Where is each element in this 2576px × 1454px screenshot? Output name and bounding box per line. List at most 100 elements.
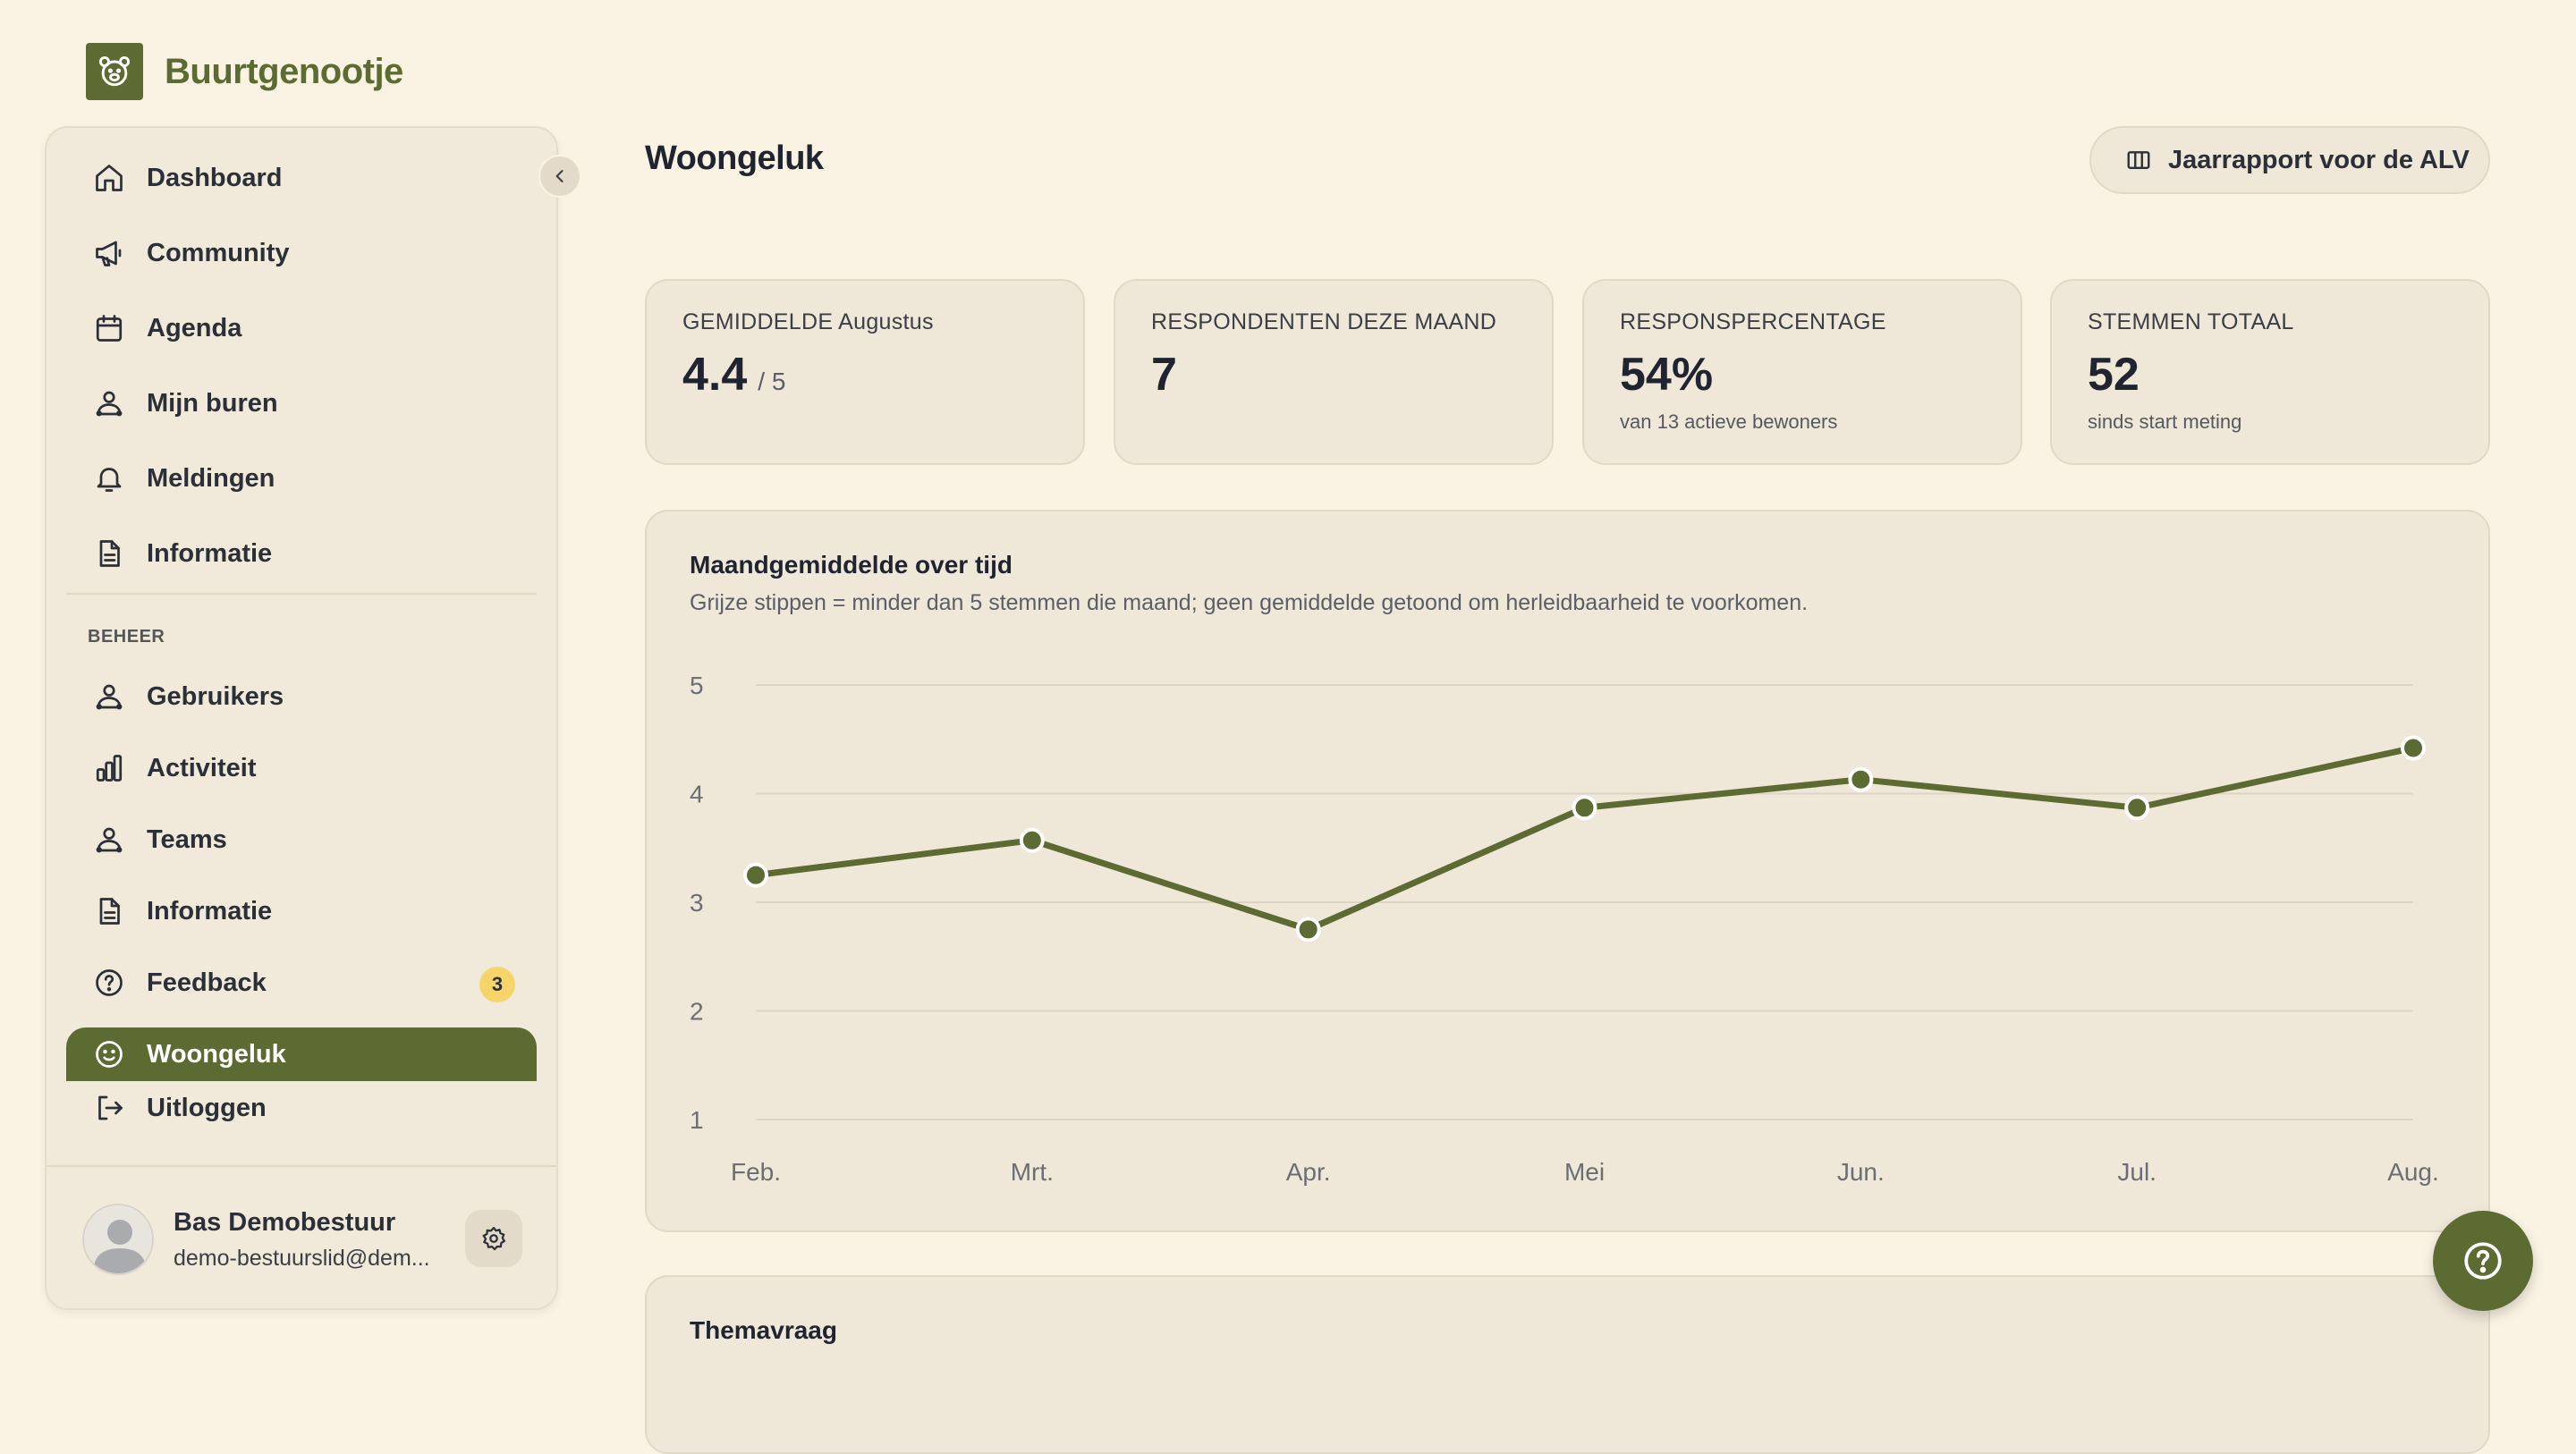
- sidebar-item-label: Activiteit: [147, 753, 257, 782]
- x-tick-label: Mrt.: [1011, 1158, 1054, 1186]
- chart-title: Maandgemiddelde over tijd: [690, 551, 1013, 579]
- sidebar-item-label: Mijn buren: [147, 388, 278, 418]
- logout-icon: [91, 1090, 127, 1126]
- sidebar-item-woongeluk[interactable]: Woongeluk: [66, 1027, 537, 1081]
- y-tick-label: 4: [690, 781, 704, 808]
- sidebar-item-label: Feedback: [147, 968, 267, 997]
- data-point[interactable]: [1848, 766, 1874, 792]
- chart-subtitle: Grijze stippen = minder dan 5 stemmen di…: [690, 590, 1809, 615]
- stat-card-average: GEMIDDELDE Augustus 4.4 / 5: [645, 279, 1085, 465]
- data-point[interactable]: [1295, 917, 1321, 943]
- settings-button[interactable]: [465, 1210, 522, 1267]
- annual-report-label: Jaarrapport voor de ALV: [2168, 145, 2470, 174]
- x-tick-label: Jun.: [1837, 1158, 1885, 1186]
- stat-card-total-votes: STEMMEN TOTAAL 52 sinds start meting: [2050, 279, 2490, 465]
- document-icon: [91, 893, 127, 929]
- x-tick-label: Aug.: [2387, 1158, 2439, 1186]
- y-tick-label: 5: [690, 672, 704, 699]
- columns-icon: [2127, 151, 2150, 169]
- sidebar-item-label: Informatie: [147, 538, 273, 568]
- data-point[interactable]: [1019, 827, 1045, 853]
- y-tick-label: 1: [690, 1106, 704, 1134]
- x-tick-label: Feb.: [731, 1158, 781, 1186]
- sidebar-item-meldingen[interactable]: Meldingen: [66, 452, 537, 505]
- logout-button[interactable]: Uitloggen: [66, 1081, 537, 1135]
- bell-icon: [91, 461, 127, 496]
- data-point[interactable]: [2401, 735, 2426, 761]
- stat-value: 52: [2088, 349, 2140, 401]
- sidebar-item-agenda[interactable]: Agenda: [66, 301, 537, 355]
- sidebar-item-feedback[interactable]: Feedback 3: [66, 956, 537, 1010]
- sidebar-divider: [66, 593, 537, 595]
- sidebar-item-label: Informatie: [147, 896, 273, 926]
- sidebar-item-informatie-beheer[interactable]: Informatie: [66, 884, 537, 938]
- sidebar-item-teams[interactable]: Teams: [66, 813, 537, 866]
- sidebar-item-activiteit[interactable]: Activiteit: [66, 741, 537, 795]
- document-icon: [91, 536, 127, 571]
- chart-card: Maandgemiddelde over tijd Grijze stippen…: [645, 510, 2490, 1232]
- brand[interactable]: Buurtgenootje: [86, 43, 403, 100]
- stat-subtext: sinds start meting: [2088, 410, 2242, 433]
- megaphone-icon: [91, 235, 127, 271]
- data-point[interactable]: [2124, 795, 2150, 821]
- people-icon: [91, 822, 127, 858]
- x-tick-label: Mei: [1564, 1158, 1605, 1186]
- collapse-sidebar-button[interactable]: [538, 155, 581, 198]
- avatar[interactable]: [82, 1204, 154, 1275]
- stat-value: 7: [1151, 349, 1177, 401]
- sidebar-item-mijn-buren[interactable]: Mijn buren: [66, 376, 537, 430]
- y-tick-label: 3: [690, 889, 704, 917]
- sidebar-item-label: Meldingen: [147, 463, 275, 493]
- people-icon: [91, 679, 127, 714]
- user-name: Bas Demobestuur: [174, 1208, 396, 1237]
- home-icon: [91, 160, 127, 196]
- y-tick-label: 2: [690, 998, 704, 1026]
- stat-subtext: van 13 actieve bewoners: [1620, 410, 1838, 433]
- stat-label: RESPONSPERCENTAGE: [1620, 309, 1886, 334]
- section-label-beheer: BEHEER: [88, 627, 165, 647]
- sidebar-item-community[interactable]: Community: [66, 226, 537, 280]
- calendar-icon: [91, 310, 127, 346]
- sidebar-item-label: Gebruikers: [147, 681, 284, 711]
- question-circle-icon: [91, 965, 127, 1001]
- help-button[interactable]: [2433, 1211, 2533, 1311]
- gear-icon: [482, 1227, 505, 1251]
- line-chart: 1 2 3 4 5 Feb. Mrt. Apr. Mei Jun. Jul. Aug.: [690, 672, 2439, 1186]
- question-circle-icon: [2464, 1242, 2502, 1280]
- x-tick-label: Apr.: [1286, 1158, 1331, 1186]
- sidebar-item-gebruikers[interactable]: Gebruikers: [66, 670, 537, 723]
- logout-label: Uitloggen: [147, 1093, 267, 1122]
- stat-card-response-rate: RESPONSPERCENTAGE 54% van 13 actieve bew…: [1582, 279, 2022, 465]
- people-icon: [91, 385, 127, 421]
- sidebar-item-label: Woongeluk: [147, 1039, 286, 1069]
- chevron-left-icon: [555, 170, 564, 182]
- sidebar-item-label: Agenda: [147, 313, 242, 342]
- stat-label: GEMIDDELDE Augustus: [682, 309, 934, 334]
- sidebar-item-label: Teams: [147, 824, 227, 854]
- x-tick-label: Jul.: [2117, 1158, 2157, 1186]
- stat-label: STEMMEN TOTAAL: [2088, 309, 2294, 334]
- smiley-icon: [91, 1036, 127, 1072]
- user-divider: [47, 1165, 556, 1167]
- sidebar-item-label: Dashboard: [147, 163, 283, 192]
- stat-suffix: / 5: [758, 368, 786, 395]
- stat-label: RESPONDENTEN DEZE MAAND: [1151, 309, 1497, 334]
- app-name: Buurtgenootje: [165, 51, 403, 91]
- user-email: demo-bestuurslid@dem...: [174, 1246, 430, 1271]
- data-point[interactable]: [743, 862, 768, 888]
- theme-question-card: Themavraag: [645, 1275, 2490, 1454]
- bear-icon: [86, 43, 143, 100]
- sidebar: Dashboard Community Agenda Mijn buren Me…: [45, 126, 581, 1310]
- data-point[interactable]: [1572, 795, 1597, 821]
- page-title: Woongeluk: [645, 139, 824, 177]
- annual-report-button[interactable]: Jaarrapport voor de ALV: [2089, 126, 2490, 194]
- sidebar-item-label: Community: [147, 238, 290, 267]
- bar-chart-icon: [91, 750, 127, 786]
- theme-question-title: Themavraag: [690, 1316, 837, 1344]
- stat-card-respondents: RESPONDENTEN DEZE MAAND 7: [1114, 279, 1554, 465]
- feedback-count-badge: 3: [479, 967, 515, 1002]
- sidebar-item-dashboard[interactable]: Dashboard: [66, 151, 537, 205]
- sidebar-item-informatie[interactable]: Informatie: [66, 527, 537, 580]
- stat-value: 4.4: [682, 349, 748, 401]
- stat-value: 54%: [1620, 349, 1714, 401]
